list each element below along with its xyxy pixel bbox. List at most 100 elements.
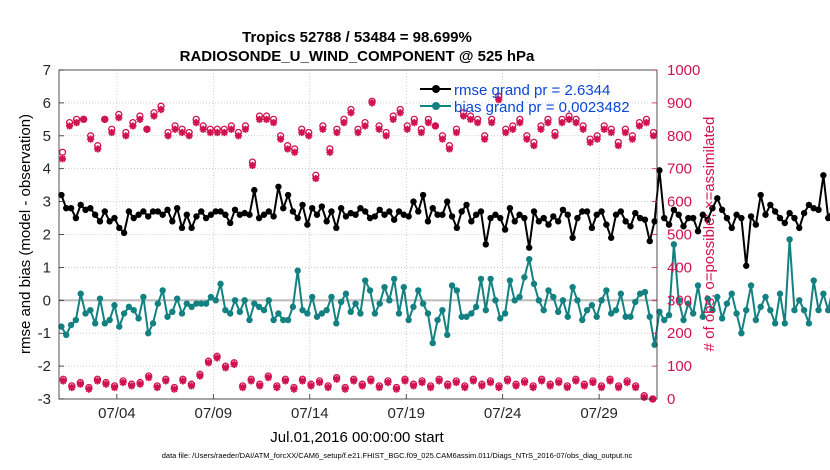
bias-point [275,310,282,317]
obs-assimilated-point [315,378,324,387]
obs-assimilated-point [572,377,580,385]
x-tick-label: 07/24 [484,405,522,422]
bias-point [805,320,813,327]
obs-assimilated-point [192,119,200,127]
obs-assimilated-point [445,145,454,153]
bias-point [381,283,388,291]
rmse-point [67,204,75,212]
rmse-point [405,213,412,220]
obs-assimilated-point [129,122,137,130]
bias-point [627,313,634,320]
bias-point [145,330,152,337]
bias-point [482,306,489,314]
obs-assimilated-point [632,383,640,392]
x-tick-label: 07/29 [580,405,618,422]
obs-assimilated-point [307,382,315,390]
obs-assimilated-point [196,372,204,380]
y2-tick-label: 300 [667,292,692,309]
obs-assimilated-point [185,132,193,140]
bias-point [781,320,788,327]
y-tick-label: 7 [43,62,51,79]
obs-assimilated-point [145,374,153,382]
rmse-point [564,211,571,218]
bias-point [207,293,215,301]
bias-point [554,308,562,316]
x-tick-label: 07/19 [387,405,425,422]
bias-point [318,310,326,317]
obs-assimilated-point [102,380,110,388]
obs-assimilated-point [580,382,588,390]
bias-point [776,290,784,297]
rmse-point [718,206,726,214]
obs-assimilated-point [614,383,623,392]
bias-point [728,290,735,297]
bias-point [767,306,774,314]
rmse-point [810,204,817,212]
bias-point [116,323,123,330]
rmse-point [415,208,422,215]
obs-assimilated-point [277,135,285,143]
rmse-point [593,211,600,218]
obs-assimilated-point [642,119,651,127]
obs-assimilated-point [546,382,554,390]
bias-point [236,308,244,316]
bias-point [593,313,600,320]
obs-assimilated-point [85,385,93,393]
rmse-point [444,198,451,205]
bias-point [820,290,827,297]
rmse-point [511,218,518,225]
bias-point [472,303,480,311]
bias-point [540,306,547,314]
y2-tick-label: 100 [667,358,692,375]
bias-point [193,300,200,307]
bias-point [149,320,157,327]
rmse-point [313,211,321,218]
obs-assimilated-point [76,380,84,388]
bias-point [265,297,272,304]
bias-point [622,313,629,320]
obs-assimilated-point [563,383,571,392]
bias-point [169,308,176,316]
bias-point [825,306,830,314]
bias-point [376,300,383,307]
bias-point [130,306,137,314]
ticks: 07/04 07/09 07/14 07/19 07/24 07/29 -3 -2 -1 0 1 2 3… [38,62,701,422]
bias-point [670,241,678,248]
bias-point [91,320,99,327]
bias-point [757,303,764,311]
bias-point [632,298,639,306]
rmse-point [159,211,166,218]
rmse-point [63,204,70,212]
rmse-point [352,211,359,218]
bias-point [342,290,350,297]
bias-point [800,306,808,314]
obs-assimilated-point [101,115,109,123]
rmse-point [516,211,523,218]
obs-assimilated-point [452,128,461,137]
obs-assimilated-point [478,382,486,390]
bias-point [183,300,190,307]
bias-point [328,293,335,301]
obs-assimilated-point [628,135,636,143]
y2-tick-label: 200 [667,325,692,342]
obs-assimilated-point [607,128,615,137]
rmse-point [521,214,528,222]
rmse-point [130,214,137,222]
rmse-point [410,198,417,205]
rmse-point [439,211,446,218]
obs-assimilated-point [65,122,74,130]
obs-assimilated-point [431,122,439,130]
rmse-point [825,214,830,222]
obs-assimilated-point [469,377,477,385]
rmse-point [342,213,350,220]
bias-point [661,316,668,324]
bias-point [709,306,716,314]
bias-point [574,297,581,304]
obs-assimilated-point [94,145,102,153]
obs-assimilated-point [350,377,358,385]
rmse-point [270,213,277,220]
rmse-point [492,211,499,218]
rmse-point [535,218,543,225]
bias-point [270,316,277,324]
obs-assimilated-point [273,383,281,392]
